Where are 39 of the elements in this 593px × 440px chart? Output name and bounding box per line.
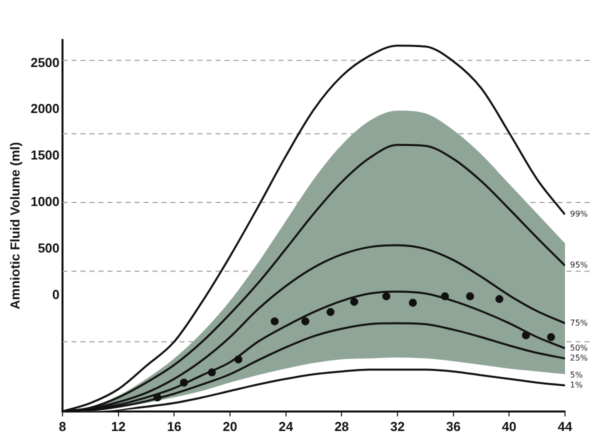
point xyxy=(466,292,474,300)
point xyxy=(350,298,358,306)
x-tick-label: 28 xyxy=(334,418,349,434)
series-label: 50% xyxy=(570,343,588,352)
y-tick-label: 1000 xyxy=(30,194,60,210)
y-tick-label: 2000 xyxy=(30,101,60,116)
x-tick-label: 36 xyxy=(446,418,461,434)
x-tick-label: 12 xyxy=(111,418,126,434)
x-tick-label: 16 xyxy=(166,418,182,434)
point xyxy=(522,331,530,340)
x-tick-label: 8 xyxy=(58,418,66,434)
point xyxy=(301,317,310,326)
y-tick-label: 2500 xyxy=(30,54,60,70)
y-tick-label: 500 xyxy=(38,240,60,256)
x-tick-label: 32 xyxy=(390,418,405,434)
series-label: 5% xyxy=(570,370,584,380)
series-label: 25% xyxy=(570,354,588,363)
point xyxy=(547,333,556,342)
point xyxy=(153,393,162,402)
x-tick-label: 44 xyxy=(558,418,573,434)
point xyxy=(234,355,242,364)
series-label: 95% xyxy=(570,260,588,270)
x-tick-label: 20 xyxy=(222,418,238,434)
point xyxy=(270,317,279,326)
series-label: 75% xyxy=(570,318,588,328)
point xyxy=(382,292,390,300)
point xyxy=(326,308,335,316)
point xyxy=(408,298,417,307)
y-tick-label: 1500 xyxy=(30,148,60,163)
series-label: 99% xyxy=(570,210,588,219)
x-tick-label: 40 xyxy=(502,418,516,434)
y-axis-title: Amniotic Fluid Volume (ml) xyxy=(7,142,22,310)
y-tick-label: 0 xyxy=(52,286,60,302)
point xyxy=(180,378,188,387)
series-label: 1% xyxy=(570,380,584,390)
point xyxy=(495,295,504,304)
point xyxy=(208,368,216,376)
x-tick-label: 24 xyxy=(278,418,294,434)
point xyxy=(440,292,449,300)
